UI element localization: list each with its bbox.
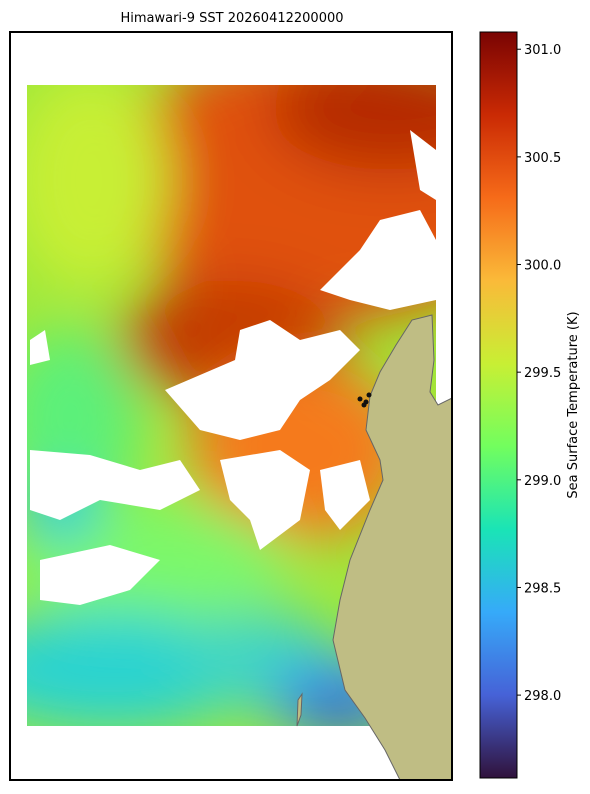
colorbar-tick-label: 298.5	[524, 581, 561, 596]
cloud-mask	[30, 130, 436, 605]
station-markers	[357, 392, 372, 408]
island	[296, 692, 303, 727]
colorbar-tick-label: 300.0	[524, 259, 561, 274]
colorbar-label: Sea Surface Temperature (K)	[566, 311, 581, 498]
colorbar-tick-label: 298.0	[524, 689, 561, 704]
colorbar-tick-label: 301.0	[524, 43, 561, 58]
sst-raster	[27, 85, 436, 726]
map-frame	[9, 31, 453, 781]
colorbar	[479, 31, 518, 779]
map-title: Himawari-9 SST 20260412200000	[120, 11, 343, 26]
colorbar-tick-label: 299.5	[524, 366, 561, 381]
land	[332, 314, 453, 781]
colorbar-tick-label: 300.5	[524, 151, 561, 166]
colorbar-tick-label: 299.0	[524, 474, 561, 489]
